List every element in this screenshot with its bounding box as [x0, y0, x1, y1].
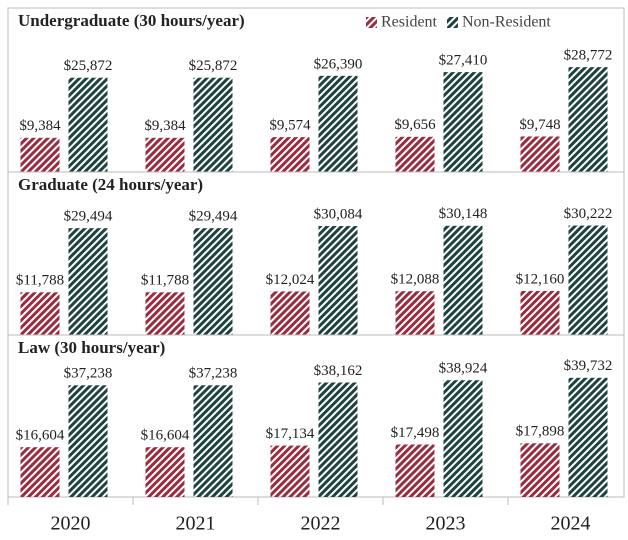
- value-label: $16,604: [16, 428, 65, 444]
- value-label: $16,604: [141, 428, 190, 444]
- bar: [318, 226, 358, 335]
- bar: [20, 137, 60, 172]
- value-label: $11,788: [16, 273, 64, 289]
- panel-title: Undergraduate (30 hours/year): [18, 11, 245, 30]
- bar: [68, 228, 108, 335]
- bar: [270, 445, 310, 497]
- bar: [68, 77, 108, 172]
- bar: [520, 290, 560, 335]
- panel-title: Law (30 hours/year): [18, 338, 165, 357]
- x-tick-label: 2023: [426, 513, 466, 535]
- value-label: $12,088: [391, 272, 440, 288]
- bar: [318, 75, 358, 172]
- value-label: $12,024: [266, 272, 315, 288]
- legend-label: Resident: [381, 14, 438, 31]
- x-tick-label: 2022: [301, 513, 341, 535]
- x-tick-label: 2024: [551, 513, 591, 535]
- value-label: $28,772: [564, 48, 613, 64]
- bar: [193, 385, 233, 497]
- bar: [145, 447, 185, 497]
- legend-label: Non-Resident: [462, 14, 551, 31]
- bar: [193, 77, 233, 172]
- value-label: $17,898: [516, 424, 565, 440]
- bar: [443, 225, 483, 335]
- value-label: $27,410: [439, 53, 488, 69]
- bar: [568, 225, 608, 335]
- panel-title: Graduate (24 hours/year): [18, 175, 203, 194]
- bar: [395, 291, 435, 335]
- value-label: $37,238: [189, 366, 238, 382]
- value-label: $9,748: [519, 117, 560, 133]
- value-label: $9,384: [144, 118, 186, 134]
- bar: [520, 136, 560, 172]
- bar: [270, 291, 310, 335]
- bar: [193, 228, 233, 335]
- legend-swatch: [447, 17, 458, 28]
- value-label: $39,732: [564, 358, 613, 374]
- value-label: $30,084: [314, 206, 363, 222]
- value-label: $29,494: [64, 209, 113, 225]
- value-label: $38,924: [439, 361, 488, 377]
- bar: [568, 67, 608, 172]
- value-label: $30,148: [439, 206, 488, 222]
- bar: [443, 380, 483, 497]
- value-label: $9,574: [269, 118, 311, 134]
- bar: [443, 72, 483, 172]
- value-label: $12,160: [516, 271, 565, 287]
- value-label: $25,872: [189, 58, 238, 74]
- bar: [270, 137, 310, 172]
- bar: [520, 443, 560, 497]
- x-tick-label: 2021: [176, 513, 216, 535]
- value-label: $17,134: [266, 426, 315, 442]
- panel-frame: [7, 334, 625, 498]
- legend-swatch: [366, 17, 377, 28]
- value-label: $11,788: [141, 273, 189, 289]
- bar: [568, 377, 608, 497]
- value-label: $9,384: [19, 118, 61, 134]
- bar: [145, 292, 185, 335]
- value-label: $30,222: [564, 206, 613, 222]
- value-label: $26,390: [314, 56, 363, 72]
- value-label: $9,656: [394, 117, 436, 133]
- bar: [20, 447, 60, 497]
- bar: [145, 137, 185, 172]
- bar: [318, 382, 358, 497]
- bar: [395, 444, 435, 497]
- value-label: $17,498: [391, 425, 440, 441]
- bar: [395, 136, 435, 172]
- value-label: $37,238: [64, 366, 113, 382]
- value-label: $29,494: [189, 209, 238, 225]
- bar: [68, 385, 108, 497]
- value-label: $25,872: [64, 58, 113, 74]
- value-label: $38,162: [314, 363, 363, 379]
- bar: [20, 292, 60, 335]
- x-tick-label: 2020: [51, 513, 91, 535]
